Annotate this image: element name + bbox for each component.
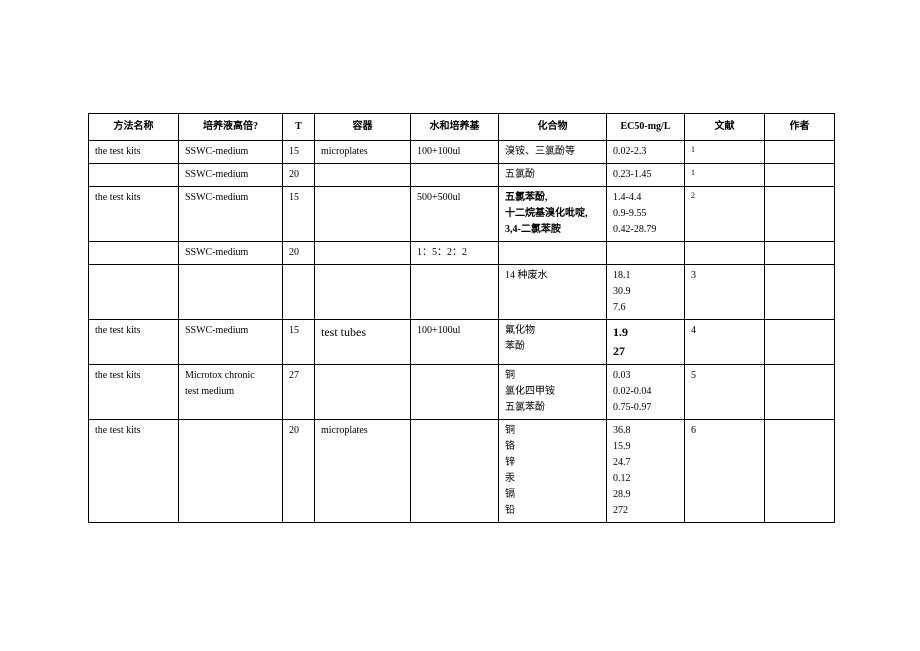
cell-water: 100+100ul (411, 141, 499, 164)
cell-author (765, 365, 835, 420)
cell-compound: 14 种废水 (499, 265, 607, 320)
cell-compound: 铜氯化四甲铵五氯苯酚 (499, 365, 607, 420)
cell-ec50: 18.130.97.6 (607, 265, 685, 320)
cell-ec50 (607, 242, 685, 265)
cell-water (411, 164, 499, 187)
cell-method (89, 164, 179, 187)
table-row: SSWC-medium20 1：5：2：2 (89, 242, 835, 265)
cell-ec50: 0.030.02-0.040.75-0.97 (607, 365, 685, 420)
cell-water: 100+100ul (411, 320, 499, 365)
column-header-author: 作者 (765, 114, 835, 141)
cell-vessel (315, 164, 411, 187)
cell-compound: 五氯苯酚,十二烷基溴化吡啶,3,4-二氯苯胺 (499, 187, 607, 242)
cell-ec50: 1.927 (607, 320, 685, 365)
cell-ref: 1 (685, 141, 765, 164)
cell-vessel: microplates (315, 420, 411, 523)
table-row: the test kitsMicrotox chronictest medium… (89, 365, 835, 420)
cell-medium: SSWC-medium (179, 141, 283, 164)
cell-vessel (315, 265, 411, 320)
column-header-method: 方法名称 (89, 114, 179, 141)
cell-method: the test kits (89, 420, 179, 523)
cell-author (765, 242, 835, 265)
column-header-ref: 文献 (685, 114, 765, 141)
cell-water (411, 265, 499, 320)
table-row: 14 种废水18.130.97.63 (89, 265, 835, 320)
table-row: the test kits 20microplates 铜铬锌汞镉铅36.815.9… (89, 420, 835, 523)
cell-t: 20 (283, 242, 315, 265)
column-header-vessel: 容器 (315, 114, 411, 141)
table-row: the test kitsSSWC-medium15test tubes100+… (89, 320, 835, 365)
cell-ec50: 0.23-1.45 (607, 164, 685, 187)
cell-ref: 5 (685, 365, 765, 420)
cell-medium (179, 420, 283, 523)
column-header-compound: 化合物 (499, 114, 607, 141)
cell-medium: SSWC-medium (179, 320, 283, 365)
cell-t (283, 265, 315, 320)
cell-t: 15 (283, 187, 315, 242)
cell-vessel (315, 242, 411, 265)
cell-water: 500+500ul (411, 187, 499, 242)
cell-medium: SSWC-medium (179, 242, 283, 265)
column-header-medium: 培养液高倍? (179, 114, 283, 141)
cell-ref: 6 (685, 420, 765, 523)
cell-compound: 溴铵、三氯酚等 (499, 141, 607, 164)
cell-author (765, 320, 835, 365)
cell-method (89, 242, 179, 265)
cell-compound: 五氯酚 (499, 164, 607, 187)
cell-author (765, 187, 835, 242)
cell-compound: 氟化物苯酚 (499, 320, 607, 365)
cell-ec50: 36.815.924.70.1228.9272 (607, 420, 685, 523)
table-header: 方法名称培养液高倍?T容器水和培养基化合物EC50-mg/L文献作者 (89, 114, 835, 141)
cell-ref (685, 242, 765, 265)
cell-compound: 铜铬锌汞镉铅 (499, 420, 607, 523)
cell-t: 15 (283, 141, 315, 164)
cell-medium (179, 265, 283, 320)
cell-water (411, 365, 499, 420)
cell-vessel (315, 187, 411, 242)
cell-ref: 3 (685, 265, 765, 320)
cell-medium: SSWC-medium (179, 164, 283, 187)
cell-author (765, 164, 835, 187)
cell-t: 15 (283, 320, 315, 365)
cell-method: the test kits (89, 365, 179, 420)
table-row: SSWC-medium20 五氯酚0.23-1.451 (89, 164, 835, 187)
column-header-ec50: EC50-mg/L (607, 114, 685, 141)
table-row: the test kitsSSWC-medium15microplates100… (89, 141, 835, 164)
cell-t: 20 (283, 420, 315, 523)
cell-t: 27 (283, 365, 315, 420)
column-header-t: T (283, 114, 315, 141)
cell-author (765, 265, 835, 320)
cell-method: the test kits (89, 320, 179, 365)
cell-ec50: 0.02-2.3 (607, 141, 685, 164)
table-body: the test kitsSSWC-medium15microplates100… (89, 141, 835, 523)
cell-vessel (315, 365, 411, 420)
cell-vessel: microplates (315, 141, 411, 164)
cell-medium: Microtox chronictest medium (179, 365, 283, 420)
cell-t: 20 (283, 164, 315, 187)
cell-method (89, 265, 179, 320)
cell-ref: 1 (685, 164, 765, 187)
cell-method: the test kits (89, 187, 179, 242)
cell-vessel: test tubes (315, 320, 411, 365)
cell-compound (499, 242, 607, 265)
cell-author (765, 420, 835, 523)
cell-water (411, 420, 499, 523)
cell-medium: SSWC-medium (179, 187, 283, 242)
cell-method: the test kits (89, 141, 179, 164)
test-methods-table-container: 方法名称培养液高倍?T容器水和培养基化合物EC50-mg/L文献作者 the t… (88, 113, 834, 523)
column-header-water: 水和培养基 (411, 114, 499, 141)
cell-author (765, 141, 835, 164)
table-row: the test kitsSSWC-medium15 500+500ul五氯苯酚,… (89, 187, 835, 242)
cell-water: 1：5：2：2 (411, 242, 499, 265)
cell-ref: 4 (685, 320, 765, 365)
test-methods-table: 方法名称培养液高倍?T容器水和培养基化合物EC50-mg/L文献作者 the t… (88, 113, 835, 523)
cell-ec50: 1.4-4.40.9-9.550.42-28.79 (607, 187, 685, 242)
cell-ref: 2 (685, 187, 765, 242)
